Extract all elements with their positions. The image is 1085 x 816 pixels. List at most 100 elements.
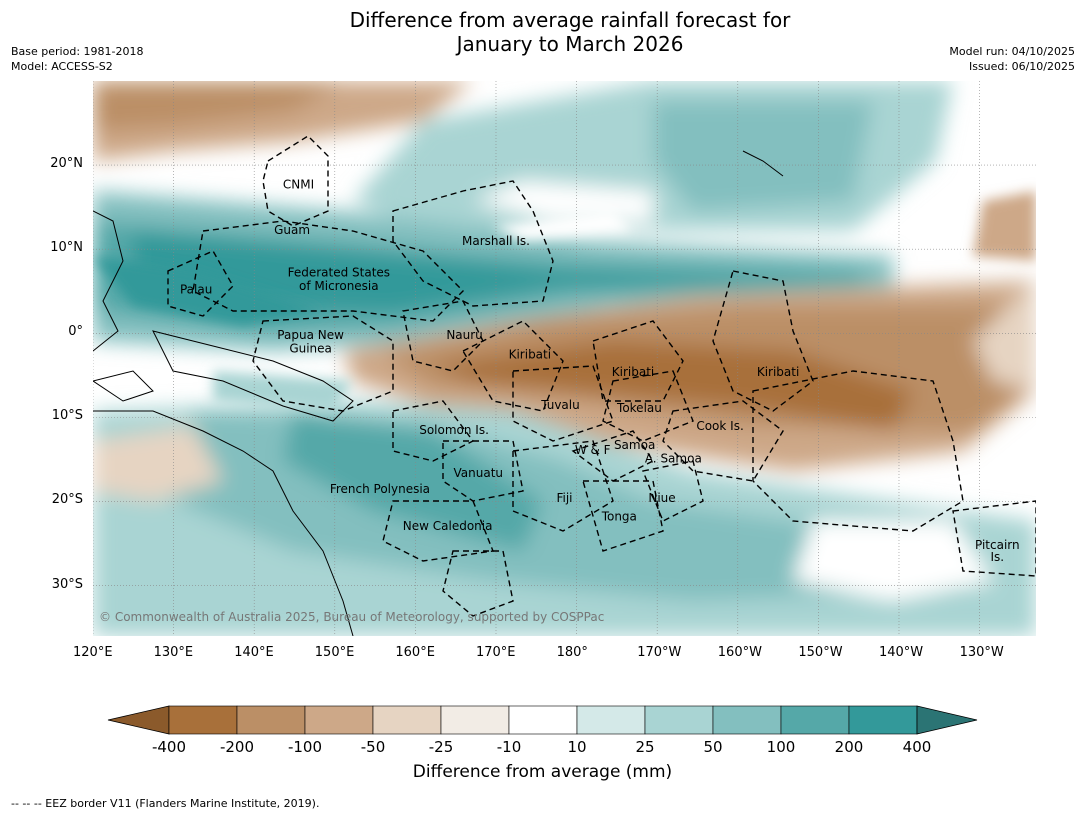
place-label: Guam xyxy=(274,223,310,237)
colorbar-segment xyxy=(168,705,238,735)
eez-niue xyxy=(642,460,704,522)
place-label: Marshall Is. xyxy=(462,234,530,248)
colorbar-segment xyxy=(712,705,782,735)
colorbar-tick-label: -25 xyxy=(428,738,454,756)
eez-marshall xyxy=(392,180,554,307)
meta-left: Base period: 1981-2018 Model: ACCESS-S2 xyxy=(11,44,143,74)
lat-tick-label: 10°S xyxy=(51,408,83,424)
copyright-notice: © Commonwealth of Australia 2025, Bureau… xyxy=(99,610,604,624)
place-label: Palau xyxy=(180,283,212,297)
eez-borders xyxy=(167,135,1036,617)
lat-tick-label: 20°N xyxy=(50,156,83,172)
colorbar-tick-label: -10 xyxy=(496,738,522,756)
eez-tuvalu xyxy=(512,365,614,442)
colorbar-segment xyxy=(848,705,918,735)
lon-tick-label: 130°E xyxy=(153,645,194,660)
anomaly-details xyxy=(93,191,1036,411)
place-label: W & F xyxy=(575,443,611,457)
place-label: Vanuatu xyxy=(454,466,504,480)
colorbar-tick-label: -200 xyxy=(219,738,255,756)
place-label: New Caledonia xyxy=(403,519,493,533)
eez-cook xyxy=(662,400,784,482)
eez-nauru xyxy=(402,300,484,372)
colorbar xyxy=(107,705,978,735)
eez-pitcairn xyxy=(952,500,1036,577)
lon-tick-label: 120°E xyxy=(73,645,113,660)
colorbar-tick-label: 200 xyxy=(834,738,864,756)
eez-png xyxy=(252,315,394,412)
eez-cnmi xyxy=(262,135,329,227)
eez-tokelau xyxy=(602,370,694,442)
model-run: Model run: 04/10/2025 xyxy=(949,45,1075,58)
place-label: Samoa xyxy=(614,438,655,452)
place-label: Tokelau xyxy=(616,401,662,415)
map-area: CNMI Guam Marshall Is. Federated States of M… xyxy=(93,81,1036,636)
coast-sulawesi xyxy=(93,370,154,402)
coastlines xyxy=(93,150,784,636)
place-label: Pitcairn xyxy=(975,538,1020,552)
eez-palau xyxy=(167,250,234,317)
eez-vanuatu xyxy=(442,440,524,502)
model-name: Model: ACCESS-S2 xyxy=(11,60,113,73)
colorbar-extend-high xyxy=(916,705,978,735)
colorbar-tick-label: -400 xyxy=(151,738,187,756)
place-label: of Micronesia xyxy=(299,279,379,293)
coast-hawaii xyxy=(742,150,784,177)
coast-philippines xyxy=(93,210,124,352)
lon-tick-label: 140°E xyxy=(234,645,274,660)
place-label: Guinea xyxy=(289,341,332,355)
colorbar-segment xyxy=(576,705,646,735)
lon-tick-label: 140°W xyxy=(878,645,924,660)
lat-tick-label: 10°N xyxy=(50,240,83,256)
colorbar-extend-low xyxy=(107,705,170,735)
eez-french-polynesia xyxy=(752,370,964,532)
colorbar-segment xyxy=(780,705,850,735)
lon-tick-label: 130°W xyxy=(959,645,1004,660)
base-period: Base period: 1981-2018 xyxy=(11,45,144,58)
eez-norfolk xyxy=(442,550,514,617)
colorbar-tick-label: -50 xyxy=(360,738,386,756)
eez-kiribati-c xyxy=(592,320,684,402)
colorbar-segment xyxy=(236,705,306,735)
lon-tick-label: 150°E xyxy=(314,645,355,660)
place-label: Tonga xyxy=(601,510,637,524)
place-label: Kiribati xyxy=(612,365,654,379)
eez-fsm xyxy=(192,220,464,322)
lon-tick-label: 170°E xyxy=(475,645,516,660)
eez-samoa xyxy=(571,430,655,482)
place-label: French Polynesia xyxy=(330,482,430,496)
colorbar-segment xyxy=(440,705,510,735)
colorbar-title: Difference from average (mm) xyxy=(412,762,673,782)
eez-footnote: -- -- -- EEZ border V11 (Flanders Marine… xyxy=(11,797,320,810)
place-label: Nauru xyxy=(446,328,482,342)
title-line-1: Difference from average rainfall forecas… xyxy=(349,8,791,32)
coast-australia xyxy=(93,410,354,636)
colorbar-tick-label: 400 xyxy=(902,738,932,756)
place-label: Solomon Is. xyxy=(419,423,489,437)
colorbar-segment xyxy=(644,705,714,735)
eez-solomon xyxy=(392,400,475,462)
place-label: Papua New xyxy=(277,328,344,342)
colorbar-tick-label: -100 xyxy=(287,738,323,756)
meta-right: Model run: 04/10/2025 Issued: 06/10/2025 xyxy=(949,44,1075,74)
lon-tick-label: 180° xyxy=(556,645,588,660)
graticule xyxy=(93,81,1036,636)
place-label: Is. xyxy=(991,550,1005,564)
chart-title: Difference from average rainfall forecas… xyxy=(0,8,1085,56)
colorbar-tick-label: 25 xyxy=(635,738,655,756)
place-label: A. Samoa xyxy=(645,452,702,466)
eez-kiribati-e xyxy=(712,270,814,412)
lat-tick-label: 20°S xyxy=(51,492,83,508)
lon-tick-label: 150°W xyxy=(798,645,843,660)
place-label: Cook Is. xyxy=(696,419,743,433)
colorbar-tick-label: 100 xyxy=(766,738,796,756)
eez-tonga xyxy=(582,480,664,552)
place-label: Federated States xyxy=(288,266,390,280)
lon-tick-label: 160°W xyxy=(717,645,762,660)
issued-date: Issued: 06/10/2025 xyxy=(968,60,1075,73)
lat-tick-label: 0° xyxy=(68,324,83,340)
title-line-2: January to March 2026 xyxy=(456,32,684,56)
colorbar-tick-label: 50 xyxy=(703,738,723,756)
